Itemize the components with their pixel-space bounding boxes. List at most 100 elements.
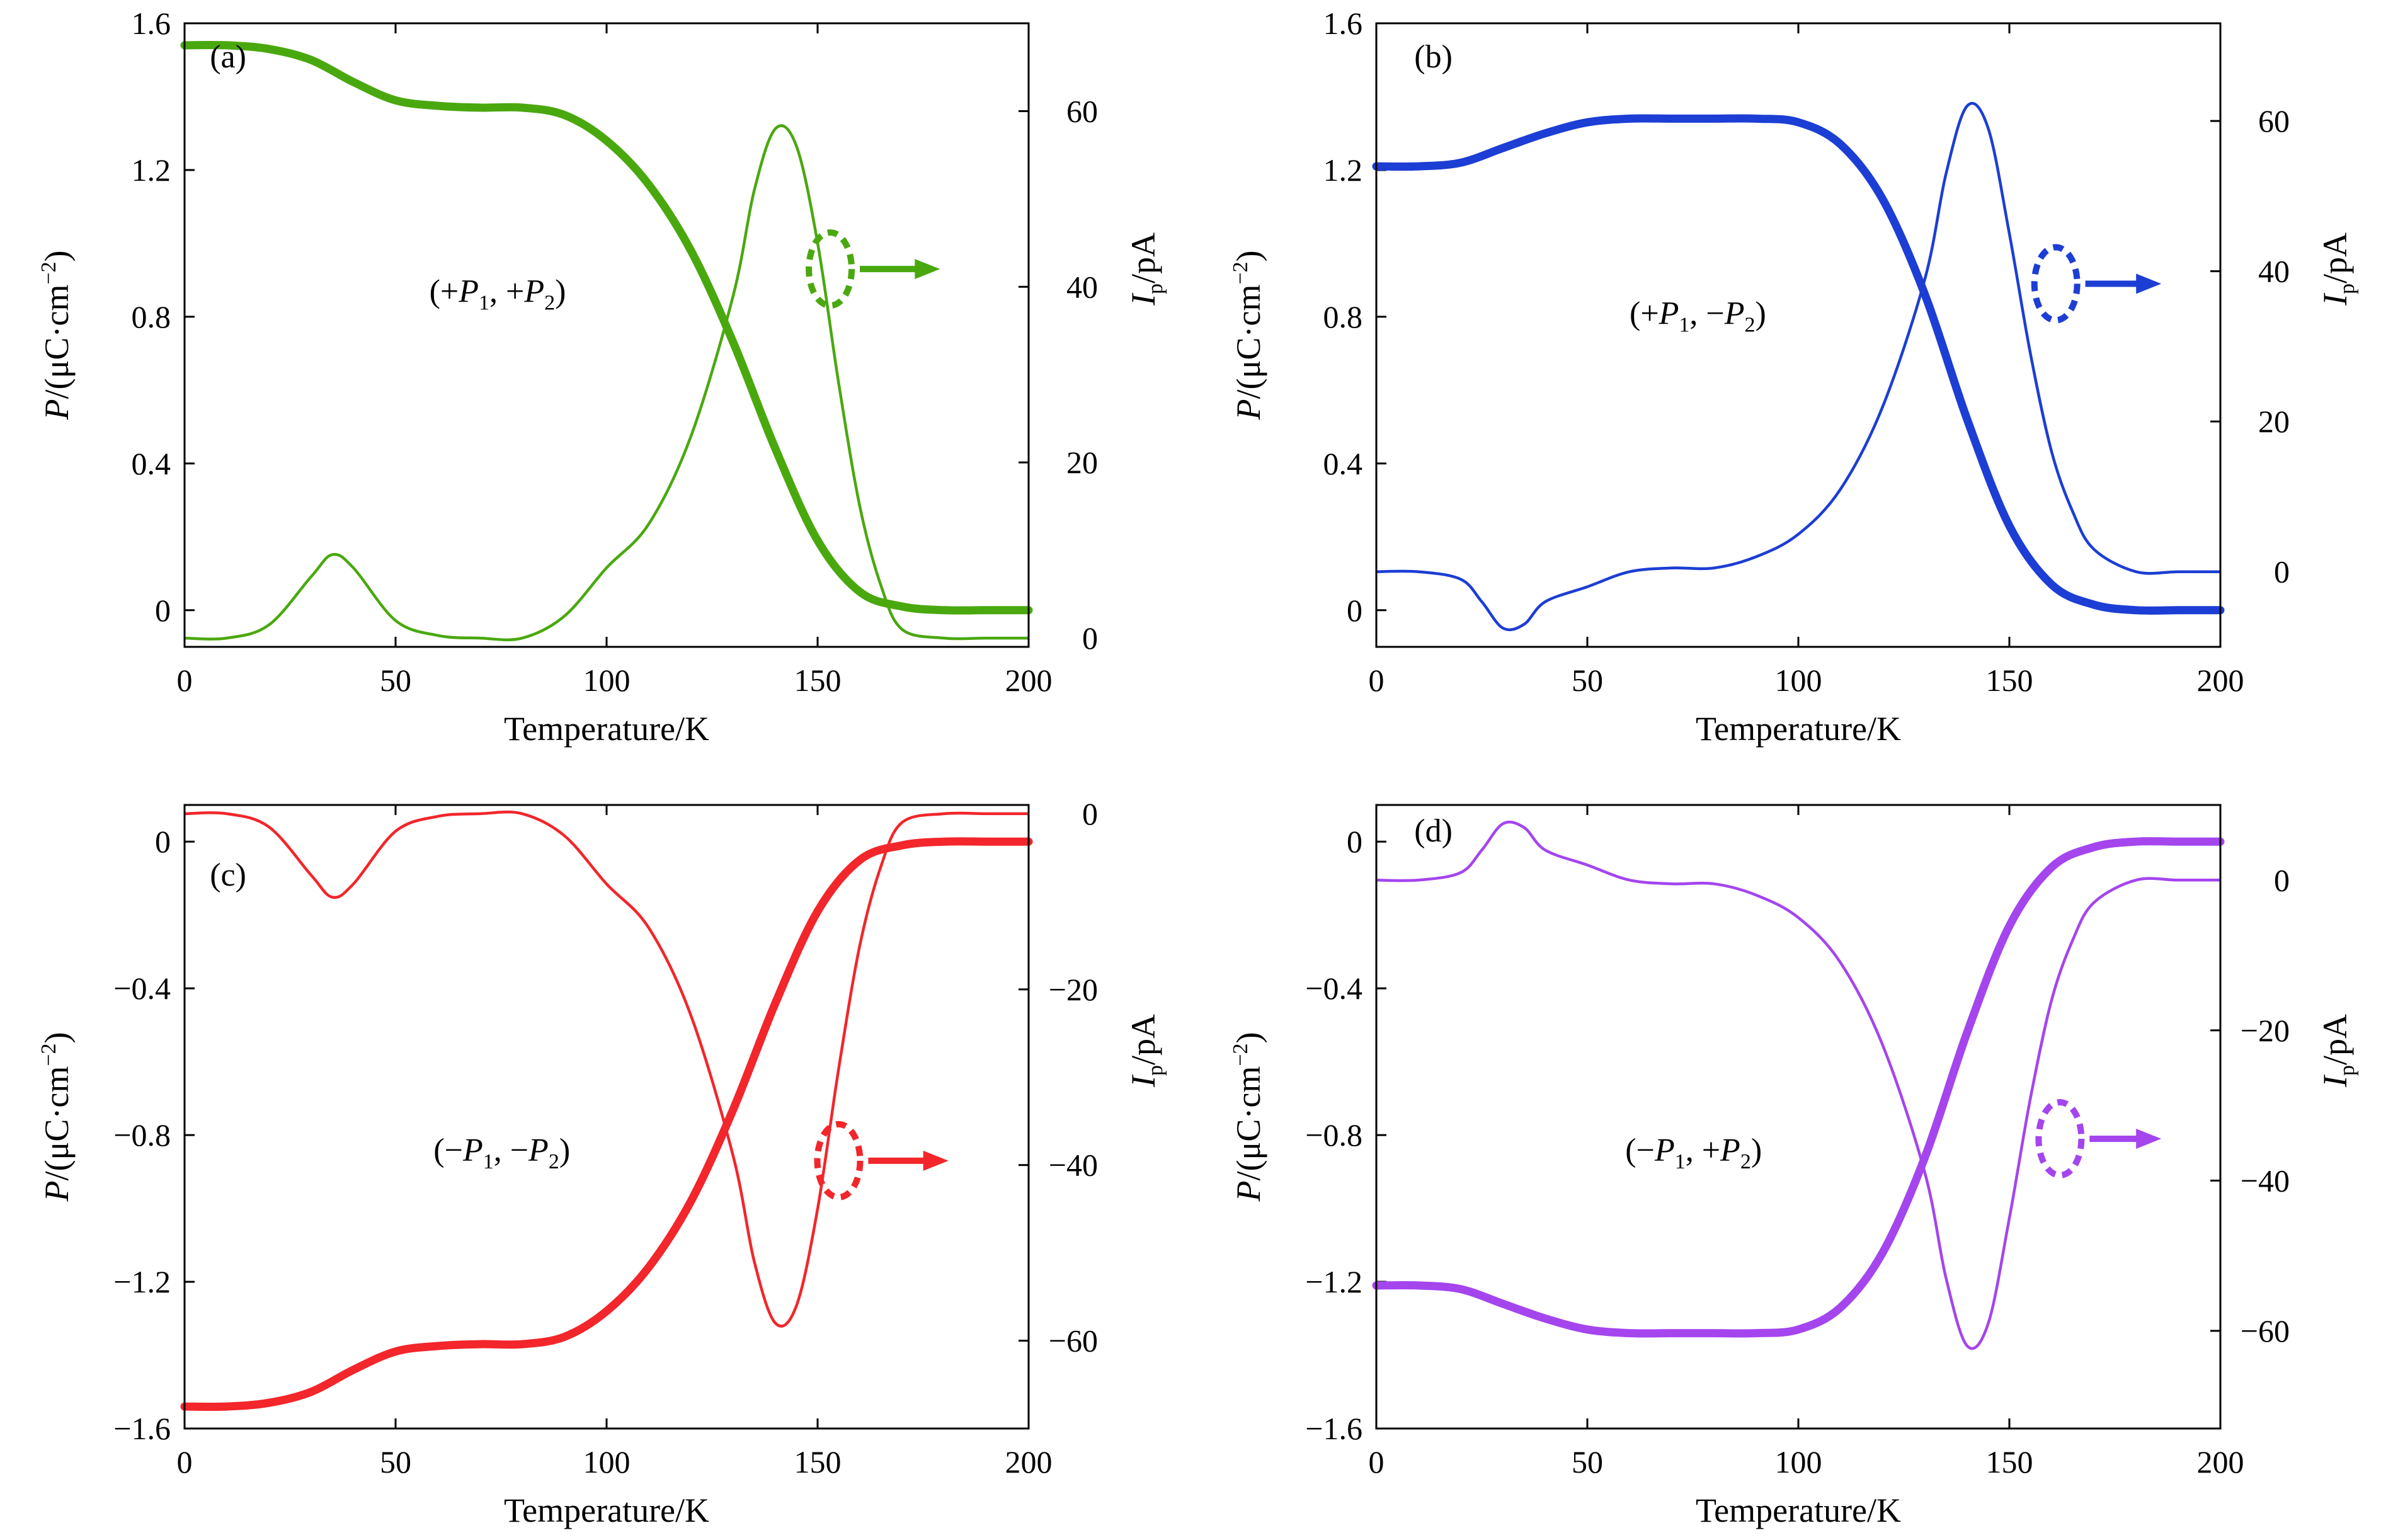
y-left-tick-label: −0.4 xyxy=(1305,971,1362,1006)
arrow-head-icon xyxy=(915,259,940,280)
y-left-tick-label: −0.8 xyxy=(1305,1117,1362,1153)
pyroelectric-current-curve xyxy=(1376,821,2220,1350)
pyroelectric-current-curve xyxy=(1376,101,2220,631)
panel-label: (a) xyxy=(210,39,246,75)
y-right-axis-label: Ip/pA xyxy=(1124,1014,1167,1088)
polarization-curve xyxy=(1372,114,2225,615)
y-left-tick-label: −0.8 xyxy=(113,1117,171,1153)
y-left-axis-label: P/(μC·cm−2) xyxy=(1229,1032,1267,1202)
x-tick-label: 200 xyxy=(1005,1444,1053,1480)
y-left-tick-label: 0 xyxy=(1347,593,1362,628)
x-axis-label: Temperature/K xyxy=(504,710,709,748)
y-right-tick-label: 20 xyxy=(1066,445,1098,480)
x-tick-label: 150 xyxy=(1986,1444,2033,1480)
y-left-tick-label: 0.8 xyxy=(132,299,171,334)
x-tick-label: 150 xyxy=(794,663,842,698)
y-left-tick-label: 0.4 xyxy=(132,446,171,481)
plot-frame xyxy=(1375,804,2222,1430)
y-right-tick-label: −20 xyxy=(2241,1013,2290,1048)
x-tick-label: 0 xyxy=(1369,663,1385,698)
y-right-tick-label: 0 xyxy=(2274,862,2290,898)
y-right-tick-label: −60 xyxy=(2241,1313,2290,1349)
panel-label: (c) xyxy=(210,857,246,893)
polarization-state-label: (−P1, +P2) xyxy=(1625,1132,1762,1173)
panel-c: 0 50 100 150 200 −1.6 −1.2 −0.8 −0.4 0 −60 −40 −20 0 (… xyxy=(37,796,1167,1529)
x-tick-label: 200 xyxy=(2197,663,2244,698)
curve-marker-ellipse xyxy=(2035,1098,2085,1178)
polarization-state-label: (+P1, −P2) xyxy=(1630,296,1766,337)
y-left-tick-label: 1.6 xyxy=(132,6,171,41)
polarization-state-label: (−P1, −P2) xyxy=(433,1132,570,1173)
y-right-axis-label: Ip/pA xyxy=(2316,232,2359,306)
panel-label: (b) xyxy=(1414,39,1453,75)
x-tick-label: 0 xyxy=(177,663,193,698)
y-right-tick-label: 0 xyxy=(1082,620,1098,656)
y-right-tick-label: −40 xyxy=(1049,1148,1098,1183)
curve-marker-ellipse xyxy=(806,229,855,309)
polarization-curve xyxy=(1372,837,2225,1338)
y-left-axis-label: P/(μC·cm−2) xyxy=(1229,250,1267,420)
y-left-tick-label: 0 xyxy=(155,824,171,859)
y-left-tick-label: 1.2 xyxy=(1323,152,1363,188)
pyroelectric-current-curve xyxy=(184,124,1029,642)
y-right-tick-label: 60 xyxy=(2258,103,2290,139)
y-right-tick-label: 0 xyxy=(1082,796,1098,831)
y-right-tick-label: 60 xyxy=(1066,93,1098,128)
panel-d: 0 50 100 150 200 −1.6 −1.2 −0.8 −0.4 0 −60 −40 −20 0 (… xyxy=(1229,804,2359,1529)
y-left-tick-label: 0.8 xyxy=(1323,299,1363,334)
pyroelectric-current-curve xyxy=(184,810,1029,1328)
plot-frame xyxy=(183,804,1030,1430)
x-tick-label: 0 xyxy=(1369,1444,1385,1480)
y-left-tick-label: 0.4 xyxy=(1323,446,1363,481)
y-right-axis-label: Ip/pA xyxy=(2316,1014,2359,1088)
polarization-curve xyxy=(180,41,1033,615)
curve-marker-ellipse xyxy=(814,1121,864,1201)
x-tick-label: 200 xyxy=(2197,1444,2244,1480)
plot-frame xyxy=(1375,22,2222,648)
y-left-tick-label: −0.4 xyxy=(113,971,171,1006)
y-right-tick-label: 40 xyxy=(2258,254,2290,289)
y-right-tick-label: −60 xyxy=(1049,1323,1098,1359)
y-right-tick-label: −20 xyxy=(1049,972,1098,1007)
y-left-tick-label: −1.2 xyxy=(1305,1264,1362,1299)
x-tick-label: 0 xyxy=(177,1444,193,1480)
x-tick-label: 50 xyxy=(380,1444,411,1480)
y-right-axis-label: Ip/pA xyxy=(1124,232,1167,306)
polarization-state-label: (+P1, +P2) xyxy=(430,274,566,315)
x-tick-label: 50 xyxy=(1572,663,1603,698)
arrow-head-icon xyxy=(923,1150,949,1171)
y-right-tick-label: −40 xyxy=(2241,1163,2290,1198)
x-tick-label: 150 xyxy=(1986,663,2033,698)
curve-marker-ellipse xyxy=(2031,244,2081,324)
x-tick-label: 100 xyxy=(1775,663,1822,698)
x-axis-label: Temperature/K xyxy=(1696,710,1901,748)
x-tick-label: 150 xyxy=(794,1444,842,1480)
plot-frame xyxy=(183,22,1030,648)
x-tick-label: 100 xyxy=(583,663,631,698)
x-tick-label: 50 xyxy=(380,663,411,698)
y-left-tick-label: 0 xyxy=(1347,824,1362,859)
y-left-tick-label: −1.2 xyxy=(113,1264,171,1299)
x-axis-label: Temperature/K xyxy=(504,1492,709,1529)
arrow-head-icon xyxy=(2136,273,2162,294)
arrow-head-icon xyxy=(2136,1128,2162,1149)
x-tick-label: 200 xyxy=(1005,663,1053,698)
panel-b: 0 50 100 150 200 0 0.4 0.8 1.2 1.6 0 20 40 60 (b) (+P1,… xyxy=(1229,6,2359,748)
polarization-curve xyxy=(180,837,1033,1411)
x-tick-label: 100 xyxy=(1775,1444,1822,1480)
y-left-tick-label: 1.2 xyxy=(132,152,171,188)
y-left-axis-label: P/(μC·cm−2) xyxy=(37,1032,76,1202)
x-tick-label: 100 xyxy=(583,1444,631,1480)
panel-a: 0 50 100 150 200 0 0.4 0.8 1.2 1.6 0 20 40 60 (a) (+P1,… xyxy=(37,6,1167,748)
y-left-tick-label: −1.6 xyxy=(1305,1411,1362,1446)
y-right-tick-label: 40 xyxy=(1066,269,1098,304)
y-right-tick-label: 20 xyxy=(2258,404,2290,439)
y-left-tick-label: −1.6 xyxy=(113,1411,171,1446)
y-right-tick-label: 0 xyxy=(2274,554,2290,590)
panel-label: (d) xyxy=(1414,813,1453,849)
y-left-axis-label: P/(μC·cm−2) xyxy=(37,250,76,420)
y-left-tick-label: 0 xyxy=(155,593,171,628)
x-tick-label: 50 xyxy=(1572,1444,1603,1480)
x-axis-label: Temperature/K xyxy=(1696,1492,1901,1529)
